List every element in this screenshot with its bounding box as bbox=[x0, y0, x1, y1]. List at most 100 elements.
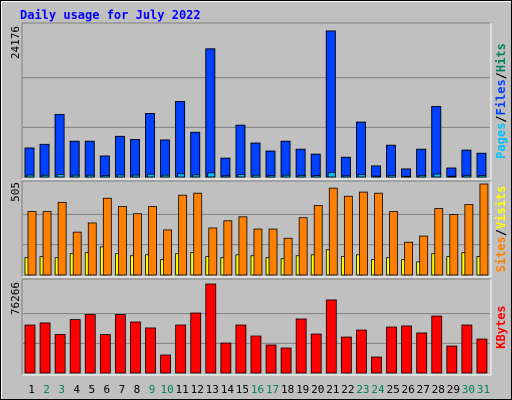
legend-entry: Files bbox=[494, 79, 508, 115]
bar bbox=[280, 347, 292, 374]
bar bbox=[54, 114, 65, 178]
legend-entry: Pages bbox=[494, 123, 508, 159]
x-tick-label: 19 bbox=[296, 383, 309, 396]
legend-entry: Visits bbox=[494, 186, 508, 229]
bar bbox=[193, 192, 203, 276]
bar bbox=[222, 175, 231, 178]
bar bbox=[446, 345, 458, 374]
chart-title: Daily usage for July 2022 bbox=[20, 8, 201, 22]
x-tick-label: 3 bbox=[58, 383, 65, 396]
x-tick-label: 4 bbox=[73, 383, 80, 396]
bar bbox=[461, 324, 473, 374]
bar bbox=[433, 173, 442, 178]
bar bbox=[280, 140, 291, 178]
bar bbox=[313, 205, 323, 276]
bar bbox=[416, 148, 427, 178]
bar bbox=[359, 191, 368, 276]
legend-entry: Hits bbox=[494, 43, 508, 72]
bar bbox=[190, 312, 202, 374]
x-tick-label: 18 bbox=[281, 383, 294, 396]
bar bbox=[358, 174, 366, 178]
bar bbox=[461, 149, 472, 178]
bar bbox=[268, 228, 278, 276]
bar bbox=[431, 315, 443, 374]
bar bbox=[175, 324, 187, 374]
bar bbox=[343, 195, 353, 276]
bar bbox=[238, 216, 248, 276]
bar bbox=[476, 338, 488, 374]
bar bbox=[84, 140, 95, 178]
x-tick-label: 2 bbox=[43, 383, 50, 396]
bar bbox=[26, 174, 35, 178]
bar bbox=[325, 299, 337, 374]
bar bbox=[386, 326, 397, 374]
bar bbox=[101, 175, 110, 178]
bar bbox=[87, 222, 97, 276]
bar bbox=[342, 175, 351, 178]
x-tick-label: 7 bbox=[119, 383, 126, 396]
y-tick-label: 24176 bbox=[9, 26, 22, 59]
bar bbox=[356, 329, 367, 374]
legend-separator: / bbox=[494, 115, 508, 122]
x-tick-label: 13 bbox=[206, 383, 219, 396]
bar bbox=[340, 156, 351, 178]
x-tick-label: 1 bbox=[28, 383, 35, 396]
bar bbox=[39, 322, 51, 374]
bar bbox=[416, 332, 428, 374]
bar bbox=[283, 237, 293, 276]
x-tick-label: 30 bbox=[462, 383, 475, 396]
bar bbox=[253, 228, 263, 276]
legend-entry: KBytes bbox=[494, 305, 508, 348]
bar bbox=[160, 354, 171, 374]
bar bbox=[404, 241, 414, 276]
bar bbox=[403, 175, 412, 178]
bar bbox=[147, 173, 155, 178]
y-tick-label: 505 bbox=[9, 182, 22, 202]
x-tick-label: 21 bbox=[326, 383, 339, 396]
bar bbox=[295, 148, 306, 178]
x-tick-label: 14 bbox=[221, 383, 235, 396]
bar bbox=[386, 144, 396, 178]
legend-separator: / bbox=[494, 72, 508, 79]
bar bbox=[163, 229, 172, 276]
bar bbox=[178, 194, 188, 276]
bar bbox=[205, 48, 216, 178]
x-tick-label: 17 bbox=[266, 383, 279, 396]
bar bbox=[252, 174, 261, 178]
bar bbox=[297, 174, 306, 178]
x-tick-label: 26 bbox=[402, 383, 415, 396]
bar bbox=[418, 174, 427, 178]
bar bbox=[41, 174, 50, 178]
bar bbox=[39, 143, 50, 178]
bar bbox=[220, 342, 232, 374]
x-tick-label: 24 bbox=[371, 383, 385, 396]
legend: Sites/Visits bbox=[494, 186, 508, 273]
bar bbox=[265, 344, 277, 374]
bar bbox=[235, 124, 246, 178]
x-tick-label: 23 bbox=[356, 383, 369, 396]
x-tick-label: 6 bbox=[104, 383, 111, 396]
x-tick-label: 15 bbox=[236, 383, 249, 396]
bar bbox=[84, 314, 96, 374]
bar bbox=[312, 175, 321, 178]
bar bbox=[69, 140, 80, 178]
bar bbox=[114, 314, 126, 374]
x-tick-label: 27 bbox=[417, 383, 430, 396]
bar bbox=[162, 174, 170, 178]
bar bbox=[190, 131, 201, 178]
bar bbox=[463, 175, 472, 178]
bar bbox=[192, 174, 201, 178]
bar bbox=[223, 220, 233, 276]
bar bbox=[250, 335, 262, 374]
bar bbox=[175, 101, 186, 178]
bar bbox=[464, 204, 474, 276]
bar bbox=[57, 201, 67, 276]
x-tick-label: 25 bbox=[386, 383, 399, 396]
x-tick-label: 16 bbox=[251, 383, 264, 396]
legend: KBytes bbox=[494, 305, 508, 348]
bar bbox=[448, 175, 457, 178]
bar bbox=[177, 173, 186, 178]
x-tick-label: 29 bbox=[447, 383, 460, 396]
bar bbox=[220, 157, 231, 178]
bar bbox=[54, 334, 66, 374]
